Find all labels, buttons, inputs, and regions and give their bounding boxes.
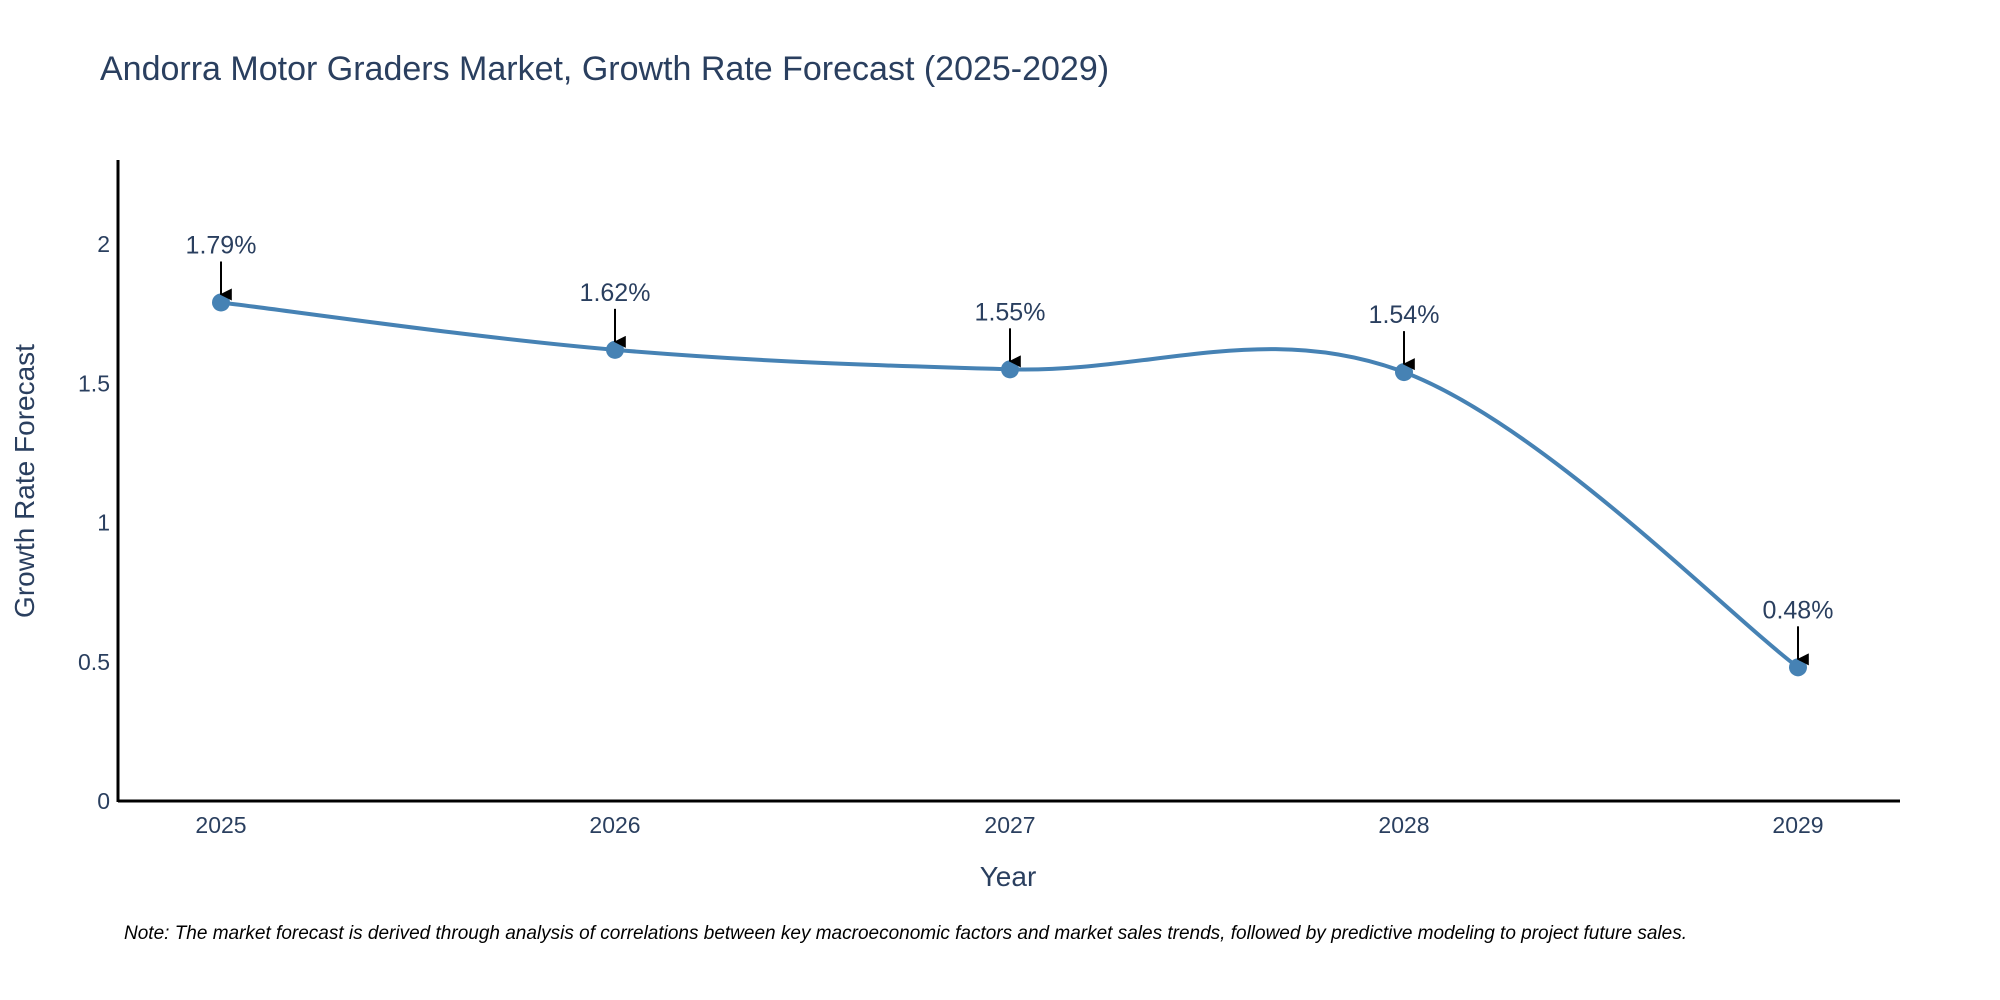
y-tick-label-2: 2 xyxy=(97,231,110,257)
data-label-layer: 1.79% 1.62% 1.55% 1.54% 0.48% xyxy=(186,231,1834,666)
chart-title: Andorra Motor Graders Market, Growth Rat… xyxy=(100,50,1109,88)
x-tick-label-2029: 2029 xyxy=(1772,812,1823,838)
data-point-2025[interactable] xyxy=(212,293,230,312)
x-tick-label-2025: 2025 xyxy=(195,812,246,838)
x-tick-label-2027: 2027 xyxy=(984,812,1035,838)
forecast-note: Note: The market forecast is derived thr… xyxy=(124,923,1687,944)
y-axis-title: Growth Rate Forecast xyxy=(9,344,40,618)
data-label-2029: 0.48% xyxy=(1763,596,1834,624)
data-point-2027[interactable] xyxy=(1001,360,1019,379)
data-label-2028: 1.54% xyxy=(1369,301,1440,329)
data-point-2029[interactable] xyxy=(1789,658,1807,677)
y-tick-label-1-5: 1.5 xyxy=(78,370,110,396)
x-tick-label-2028: 2028 xyxy=(1378,812,1429,838)
y-tick-label-1: 1 xyxy=(97,510,110,536)
growth-rate-series-line xyxy=(219,300,1800,670)
data-label-2026: 1.62% xyxy=(580,279,651,307)
y-axis-ticks: 0 0.5 1 1.5 2 xyxy=(78,231,110,814)
x-axis-title: Year xyxy=(980,861,1037,892)
data-point-2028[interactable] xyxy=(1395,363,1413,382)
plot-area xyxy=(116,160,1900,803)
x-tick-label-2026: 2026 xyxy=(589,812,640,838)
data-point-2026[interactable] xyxy=(606,340,624,359)
data-label-2027: 1.55% xyxy=(975,298,1046,326)
x-axis-ticks: 2025 2026 2027 2028 2029 xyxy=(195,812,1823,838)
y-tick-label-0-5: 0.5 xyxy=(78,649,110,675)
y-tick-label-0: 0 xyxy=(97,788,110,814)
series-line-layer xyxy=(219,300,1800,670)
data-label-2025: 1.79% xyxy=(186,231,257,259)
